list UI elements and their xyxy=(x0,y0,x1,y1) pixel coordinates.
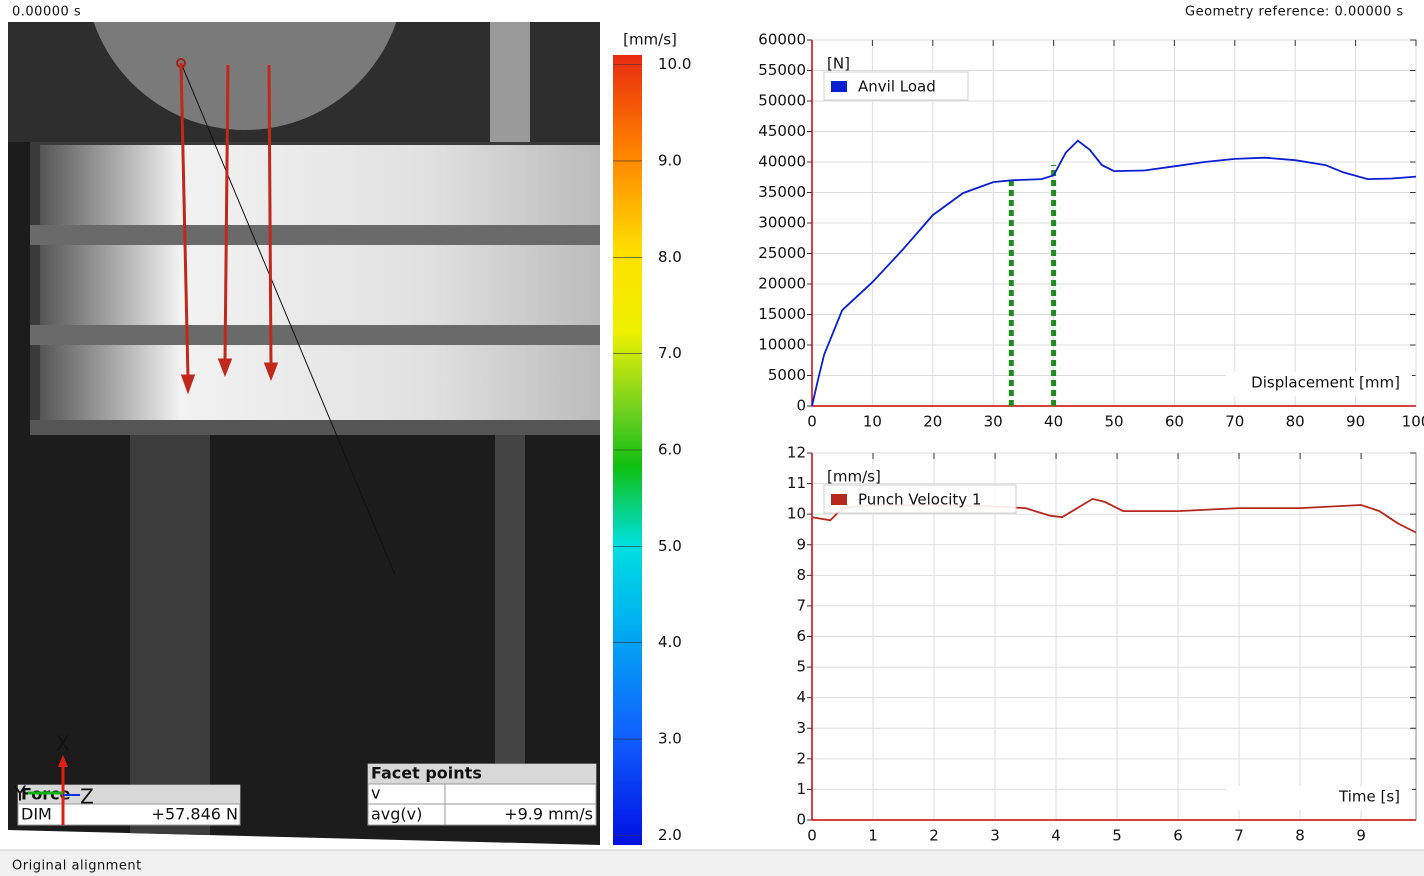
legend-label: Punch Velocity 1 xyxy=(858,491,981,509)
axis-triad: X Y Z xyxy=(13,732,94,825)
y-tick-label: 9 xyxy=(796,535,806,553)
legend-box xyxy=(823,71,969,101)
facet-row-label: v xyxy=(371,784,380,803)
y-tick-label: 15000 xyxy=(758,305,806,323)
y-tick-label: 8 xyxy=(796,566,806,584)
x-tick-label: 9 xyxy=(1356,827,1366,845)
colorbar-tick-label: 10.0 xyxy=(658,55,691,73)
data-line xyxy=(811,139,1417,407)
time-label: 0.00000 s xyxy=(12,5,81,20)
force-value: +57.846 N xyxy=(152,805,238,824)
facet-row-label: avg(v) xyxy=(371,805,422,824)
colorbar-tick-label: 3.0 xyxy=(658,730,682,748)
colorbar-tick-label: 4.0 xyxy=(658,633,682,651)
x-tick-label: 3 xyxy=(990,827,1000,845)
status-text: Original alignment xyxy=(12,859,142,874)
y-tick-label: 25000 xyxy=(758,244,806,262)
x-tick-label: 1 xyxy=(868,827,878,845)
x-tick-label: 50 xyxy=(1104,413,1123,431)
facet-table: Facet points v avg(v) +9.9 mm/s xyxy=(367,763,597,826)
y-tick-label: 20000 xyxy=(758,275,806,293)
y-tick-label: 2 xyxy=(796,749,806,767)
geometry-reference: Geometry reference: 0.00000 s xyxy=(1185,5,1404,20)
colorbar-tick-label: 8.0 xyxy=(658,248,682,266)
colorbar-tick-label: 6.0 xyxy=(658,441,682,459)
x-tick-label: 60 xyxy=(1165,413,1184,431)
facet-value: +9.9 mm/s xyxy=(504,805,593,824)
axis-y-label: Y xyxy=(13,782,27,806)
unit-label: [mm/s] xyxy=(827,468,881,486)
y-tick-label: 50000 xyxy=(758,92,806,110)
legend-swatch xyxy=(831,494,847,505)
status-bar xyxy=(0,850,1424,876)
y-tick-label: 6 xyxy=(796,627,806,645)
x-tick-label: 0 xyxy=(807,413,817,431)
facet-title: Facet points xyxy=(371,764,482,783)
x-tick-label: 2 xyxy=(929,827,939,845)
colorbar-tick-label: 5.0 xyxy=(658,537,682,555)
y-tick-label: 12 xyxy=(787,444,806,462)
axis-z-label: Z xyxy=(80,785,94,809)
x-tick-label: 4 xyxy=(1051,827,1061,845)
y-tick-label: 0 xyxy=(796,811,806,829)
axis-label-bg xyxy=(1226,786,1412,810)
y-tick-label: 4 xyxy=(796,688,806,706)
x-tick-label: 0 xyxy=(807,827,817,845)
legend: Anvil Load xyxy=(823,71,969,101)
x-tick-label: 6 xyxy=(1173,827,1183,845)
y-tick-label: 30000 xyxy=(758,214,806,232)
y-tick-label: 10000 xyxy=(758,336,806,354)
y-tick-label: 40000 xyxy=(758,153,806,171)
x-tick-label: 20 xyxy=(923,413,942,431)
legend-box xyxy=(823,484,1017,514)
velocity-vectors xyxy=(179,62,279,395)
y-tick-label: 5000 xyxy=(768,366,806,384)
colorbar-tick-label: 7.0 xyxy=(658,344,682,362)
y-tick-label: 3 xyxy=(796,719,806,737)
x-tick-label: 8 xyxy=(1295,827,1305,845)
y-tick-label: 35000 xyxy=(758,183,806,201)
force-table: Force DIM +57.846 N xyxy=(17,784,241,826)
y-tick-label: 10 xyxy=(787,505,806,523)
chart: 0 5000 10000 15000 20000 25000 30000 35000 40000… xyxy=(758,31,1424,431)
x-axis-label: Time [s] xyxy=(1338,788,1400,806)
axis-label-bg xyxy=(1226,372,1412,396)
y-tick-label: 5 xyxy=(796,658,806,676)
camera-image xyxy=(8,22,600,845)
x-tick-label: 70 xyxy=(1225,413,1244,431)
y-tick-label: 11 xyxy=(787,474,806,492)
colorbar-label: [mm/s] xyxy=(623,31,677,49)
colorbar-tick-label: 2.0 xyxy=(658,826,682,844)
x-tick-label: 30 xyxy=(984,413,1003,431)
force-row-label: DIM xyxy=(21,805,52,824)
x-tick-label: 7 xyxy=(1234,827,1244,845)
y-tick-label: 55000 xyxy=(758,61,806,79)
legend: Punch Velocity 1 xyxy=(823,484,1017,514)
unit-label: [N] xyxy=(827,55,850,73)
y-tick-label: 0 xyxy=(796,397,806,415)
x-tick-label: 90 xyxy=(1346,413,1365,431)
y-tick-label: 60000 xyxy=(758,31,806,49)
x-tick-label: 100 xyxy=(1402,413,1424,431)
x-tick-label: 80 xyxy=(1286,413,1305,431)
axis-x-label: X xyxy=(56,732,70,756)
y-tick-label: 1 xyxy=(796,780,806,798)
x-tick-label: 5 xyxy=(1112,827,1122,845)
x-tick-label: 10 xyxy=(863,413,882,431)
x-axis-label: Displacement [mm] xyxy=(1251,374,1400,392)
legend-swatch xyxy=(831,81,847,92)
colorbar-tick-label: 9.0 xyxy=(658,151,682,169)
y-tick-label: 45000 xyxy=(758,122,806,140)
legend-label: Anvil Load xyxy=(858,78,936,96)
colorbar: [mm/s] 2.0 3.0 4.0 5.0 6.0 7.0 8.0 9.0 10.0 xyxy=(613,31,691,845)
x-tick-label: 40 xyxy=(1044,413,1063,431)
y-tick-label: 7 xyxy=(796,596,806,614)
